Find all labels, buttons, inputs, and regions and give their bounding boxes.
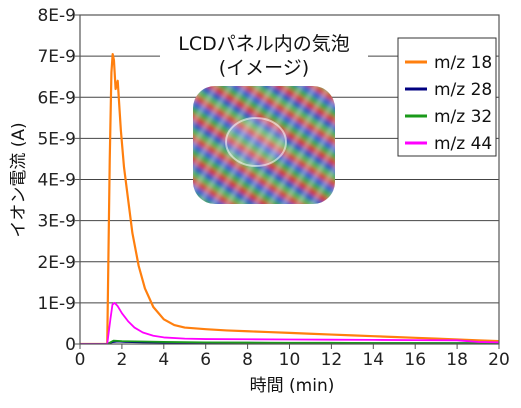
- series-line-m-z-32: [80, 339, 499, 344]
- lcd-bubble-image: [193, 86, 335, 204]
- x-tick-label: 14: [362, 350, 384, 370]
- series-lines: [80, 52, 499, 344]
- legend-label: m/z 44: [434, 134, 492, 154]
- inset-title-line2: (イメージ): [219, 57, 309, 79]
- y-tick-label: 8E-9: [37, 6, 76, 26]
- x-tick-label: 6: [200, 350, 211, 370]
- x-tick-label: 18: [446, 350, 468, 370]
- y-axis-title: イオン電流 (A): [9, 122, 29, 237]
- legend: m/z 18 m/z 28 m/z 32 m/z 44: [397, 37, 497, 157]
- series-line-m-z-44: [80, 301, 499, 344]
- legend-box: [397, 37, 497, 157]
- x-axis-title: 時間 (min): [250, 376, 335, 396]
- y-tick-label: 4E-9: [37, 171, 76, 191]
- x-tick-label: 4: [158, 350, 169, 370]
- y-tick-label: 6E-9: [37, 88, 76, 108]
- y-axis-ticks: 0 1E-9 2E-9 3E-9 4E-9 5E-9 6E-9 7E-9 8E-9: [37, 6, 80, 355]
- x-tick-label: 10: [279, 350, 301, 370]
- x-tick-label: 16: [404, 350, 426, 370]
- x-tick-label: 8: [242, 350, 253, 370]
- x-tick-label: 20: [488, 350, 510, 370]
- y-tick-label: 0: [65, 335, 76, 355]
- plot-frame: [79, 14, 500, 345]
- y-tick-label: 1E-9: [37, 294, 76, 314]
- legend-label: m/z 28: [434, 80, 492, 100]
- x-tick-label: 0: [75, 350, 86, 370]
- y-tick-label: 2E-9: [37, 253, 76, 273]
- y-tick-label: 7E-9: [37, 47, 76, 67]
- series-line-m-z-18: [80, 52, 499, 344]
- legend-label: m/z 32: [434, 107, 492, 127]
- x-tick-label: 2: [116, 350, 127, 370]
- y-tick-label: 5E-9: [37, 129, 76, 149]
- legend-label: m/z 18: [434, 53, 492, 73]
- x-tick-label: 12: [321, 350, 343, 370]
- y-tick-label: 3E-9: [37, 212, 76, 232]
- inset-title: LCDパネル内の気泡 (イメージ): [160, 30, 368, 84]
- x-axis-ticks: 0 2 4 6 8 10 12 14 16 18 20: [75, 344, 510, 370]
- inset-title-line1: LCDパネル内の気泡: [178, 33, 349, 55]
